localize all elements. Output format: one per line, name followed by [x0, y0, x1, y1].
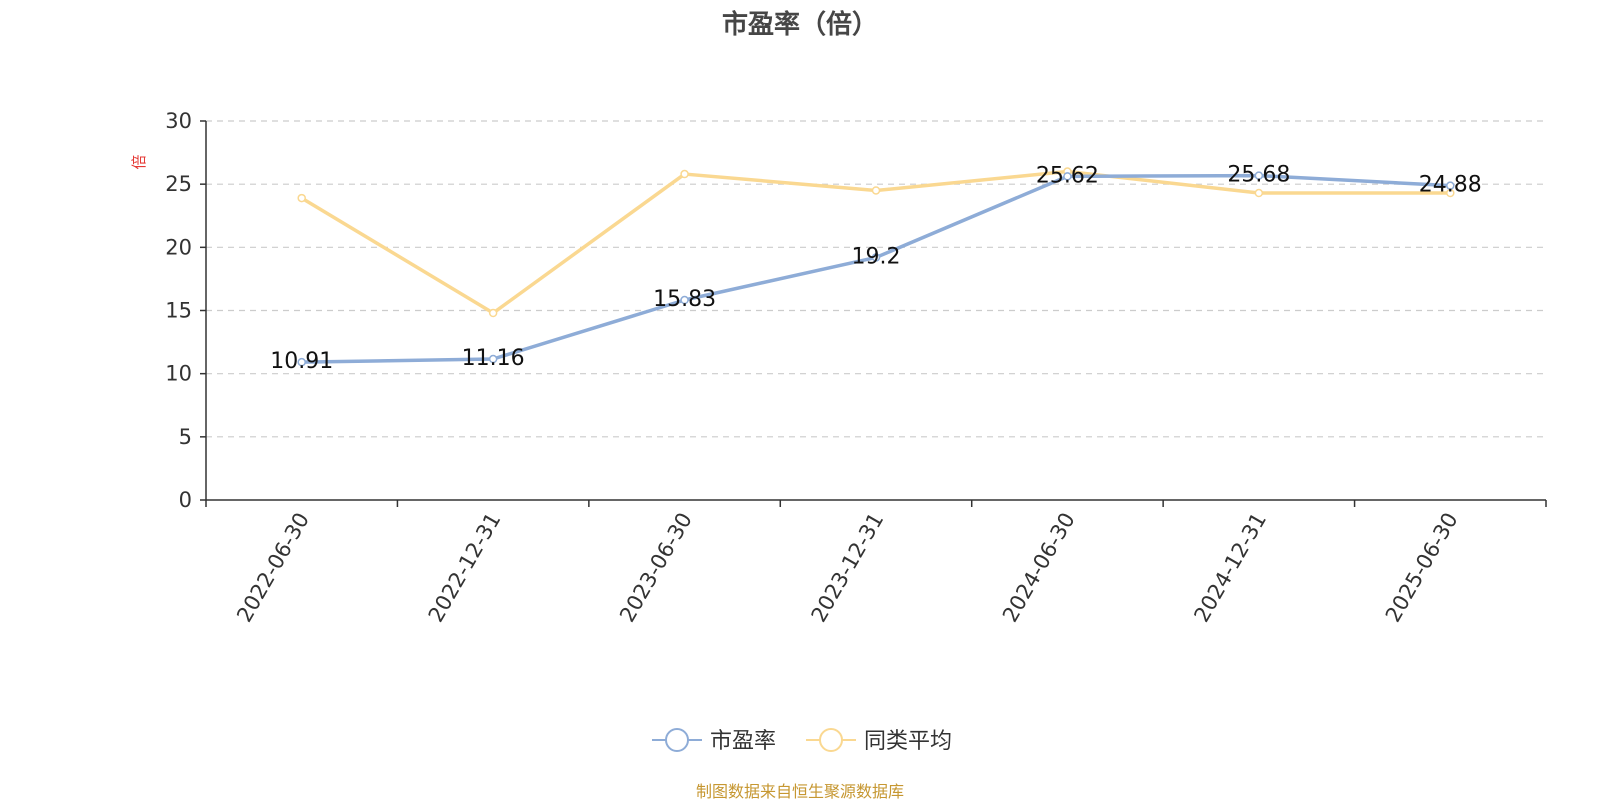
- data-label: 25.62: [1036, 163, 1099, 188]
- data-point-0: [1254, 171, 1264, 180]
- x-tick-label: 2024-12-31: [1189, 509, 1271, 627]
- data-point-0: [680, 295, 689, 305]
- data-point-0: [297, 357, 306, 367]
- y-tick-label: 15: [165, 299, 192, 323]
- x-tick-label: 2025-06-30: [1381, 509, 1463, 627]
- legend-label: 同类平均: [864, 729, 952, 754]
- x-tick-label: 2022-12-31: [424, 508, 506, 626]
- data-label: 10.91: [270, 349, 333, 374]
- legend-marker-0: [665, 728, 689, 752]
- data-point-0: [1063, 172, 1072, 181]
- data-point-1: [488, 308, 498, 318]
- x-tick-label: 2022-06-30: [232, 509, 314, 627]
- data-label: 15.83: [653, 287, 716, 312]
- chart-title: 市盈率（倍）: [721, 10, 878, 40]
- y-tick-label: 5: [179, 425, 192, 449]
- data-point-0: [488, 354, 498, 364]
- data-label: 11.16: [462, 346, 525, 371]
- x-tick-label: 2024-06-30: [998, 509, 1080, 627]
- data-label: 24.88: [1419, 173, 1482, 198]
- y-axis-unit-label: 倍: [130, 154, 148, 169]
- x-tick-label: 2023-12-31: [807, 509, 889, 627]
- data-point-1: [1254, 188, 1264, 198]
- y-tick-label: 0: [179, 488, 192, 512]
- data-label: 19.2: [852, 244, 901, 269]
- y-tick-label: 30: [165, 109, 192, 133]
- data-point-0: [1446, 181, 1455, 190]
- source-footnote: 制图数据来自恒生聚源数据库: [695, 782, 904, 801]
- data-point-1: [297, 193, 306, 203]
- y-tick-label: 10: [165, 362, 192, 386]
- data-point-0: [871, 253, 881, 262]
- data-point-1: [680, 169, 689, 179]
- y-tick-label: 20: [165, 235, 192, 259]
- data-label: 25.68: [1227, 163, 1290, 188]
- y-tick-label: 25: [165, 172, 192, 196]
- legend-marker-1: [819, 728, 843, 752]
- legend-label: 市盈率: [710, 729, 776, 754]
- x-tick-label: 2023-06-30: [615, 509, 697, 627]
- data-point-1: [871, 186, 881, 195]
